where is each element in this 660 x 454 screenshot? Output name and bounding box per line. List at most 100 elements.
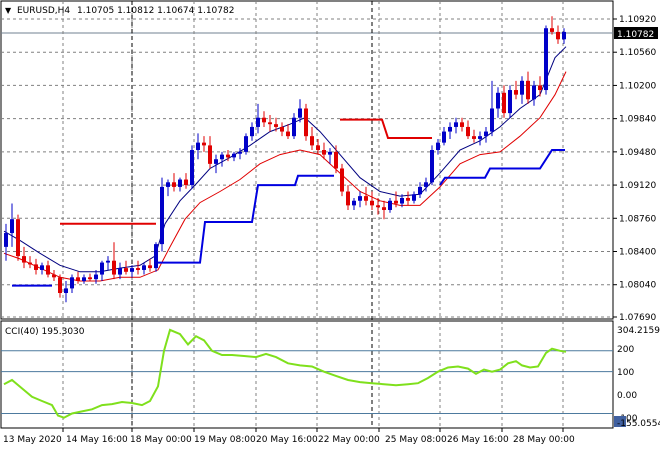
candle-body xyxy=(364,196,368,201)
candle-body xyxy=(328,151,332,155)
candle xyxy=(514,80,518,100)
candle xyxy=(154,242,158,272)
candle-body xyxy=(154,244,158,269)
level-line-blue xyxy=(12,149,565,287)
candle xyxy=(10,203,14,247)
candle-body xyxy=(460,122,464,127)
candle-body xyxy=(412,194,416,201)
candle-body xyxy=(106,260,110,263)
candle xyxy=(442,126,446,146)
candle xyxy=(328,148,332,164)
candle xyxy=(538,76,542,97)
time-label: 18 May 00:00 xyxy=(130,435,192,445)
candle-body xyxy=(484,131,488,137)
candle-body xyxy=(442,131,446,143)
cci-level-m100: -100 xyxy=(617,414,638,424)
candle-body xyxy=(100,262,104,275)
price-label: 1.08760 xyxy=(619,214,656,224)
candle-body xyxy=(130,268,134,272)
time-label: 26 May 16:00 xyxy=(447,435,509,445)
candle-body xyxy=(124,268,128,272)
candle-body xyxy=(190,150,194,186)
candle-body xyxy=(406,197,410,201)
candle xyxy=(268,114,272,132)
candle-body xyxy=(436,142,440,151)
candle-body xyxy=(298,108,302,118)
dropdown-arrow-icon[interactable]: ▼ xyxy=(5,6,12,15)
candle-body xyxy=(562,31,566,40)
candle xyxy=(142,262,146,275)
candle-body xyxy=(502,92,506,114)
indicator-label: CCI(40) 195.3030 xyxy=(5,327,85,337)
candle xyxy=(88,273,92,282)
time-label: 28 May 00:00 xyxy=(513,435,575,445)
candles[interactable] xyxy=(4,16,566,303)
candle xyxy=(208,136,212,169)
price-axis[interactable]: 1.10920 1.10560 1.10200 1.09840 1.09480 1.091… xyxy=(613,15,656,323)
chart-symbol: EURUSD,H4 xyxy=(17,6,70,16)
candle-body xyxy=(418,186,422,195)
candle-body xyxy=(334,151,338,169)
candle-body xyxy=(28,262,32,265)
grid xyxy=(1,1,613,428)
candle-body xyxy=(532,85,536,100)
candle-body xyxy=(208,145,212,164)
candle-body xyxy=(304,108,308,137)
candle xyxy=(394,191,398,208)
candle xyxy=(52,269,56,282)
candle xyxy=(40,262,44,275)
candle xyxy=(454,117,458,134)
candle xyxy=(298,99,302,123)
candle-body xyxy=(52,274,56,278)
candle-body xyxy=(496,92,500,109)
time-axis[interactable]: 13 May 2020 14 May 16:00 18 May 00:00 19 Ma… xyxy=(3,428,575,445)
candle xyxy=(124,260,128,275)
candle-body xyxy=(538,85,542,91)
candle xyxy=(292,113,296,139)
ma-slow-line xyxy=(3,71,567,282)
candle-body xyxy=(268,122,272,125)
candle-body xyxy=(478,136,482,139)
candle-body xyxy=(148,265,152,269)
candle-body xyxy=(40,265,44,270)
candle-body xyxy=(94,274,98,280)
candle-body xyxy=(448,126,452,132)
candle xyxy=(376,197,380,215)
candle-body xyxy=(376,205,380,208)
candle xyxy=(430,145,434,186)
price-label: 1.08400 xyxy=(619,247,656,257)
price-label: 1.10200 xyxy=(619,81,656,91)
candle xyxy=(172,173,176,192)
candle-body xyxy=(250,126,254,137)
current-price-label: 1.10782 xyxy=(617,30,654,40)
candle xyxy=(82,274,86,284)
candle xyxy=(220,151,224,167)
candle xyxy=(244,133,248,155)
candle-body xyxy=(262,117,266,123)
price-label: 1.10560 xyxy=(619,48,656,58)
candle-body xyxy=(118,268,122,275)
candle xyxy=(484,126,488,143)
candle xyxy=(202,136,206,152)
candle xyxy=(346,185,350,210)
period-separators xyxy=(131,1,373,428)
candle xyxy=(184,173,188,189)
candle xyxy=(310,126,314,151)
candle-body xyxy=(472,136,476,139)
candle-body xyxy=(382,207,386,210)
candle-body xyxy=(244,136,248,152)
candle-body xyxy=(322,150,326,155)
candle xyxy=(358,191,362,208)
candle-body xyxy=(214,159,218,164)
candle xyxy=(526,71,530,104)
candle-body xyxy=(358,196,362,201)
candle xyxy=(130,265,134,278)
candle xyxy=(106,256,110,270)
candle xyxy=(46,260,50,278)
candle-body xyxy=(352,200,356,206)
candle xyxy=(262,111,266,127)
cci-min-label: -155.0554 xyxy=(617,419,660,429)
candle xyxy=(472,129,476,143)
